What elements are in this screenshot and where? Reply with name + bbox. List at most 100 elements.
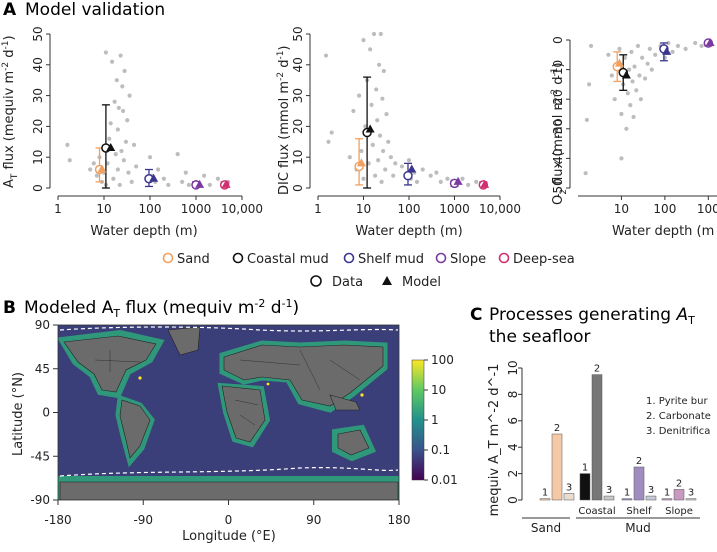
a2-grey-point bbox=[361, 176, 366, 181]
a1-grey-point bbox=[107, 136, 112, 141]
c-bar bbox=[633, 466, 645, 501]
a3-ytick-label: -10 bbox=[551, 60, 565, 80]
legend-label: Shelf mud bbox=[358, 252, 424, 267]
a1-grey-point bbox=[175, 152, 180, 157]
b-title-exp2: -1 bbox=[282, 297, 293, 310]
legend-marker bbox=[498, 252, 510, 264]
a3-ylabel-exp2: -1 bbox=[550, 68, 560, 77]
a1-xtick-label: 1 bbox=[54, 202, 62, 216]
a2-grey-point bbox=[445, 176, 450, 181]
a2-model-marker bbox=[407, 164, 417, 173]
a1-grey-point bbox=[186, 182, 191, 188]
a2-grey-point bbox=[369, 102, 374, 107]
a1-grey-point bbox=[147, 155, 153, 160]
a3-model-marker bbox=[614, 58, 624, 67]
a2-grey-point bbox=[377, 133, 383, 138]
panel-a-dic-plot: DIC flux (mmol m-2 d-1) Water depth (m) … bbox=[276, 26, 521, 239]
a1-ytick-label: 40 bbox=[31, 57, 45, 72]
a1-grey-point bbox=[91, 161, 96, 166]
a2-ylabel-exp2: -1 bbox=[276, 51, 286, 60]
a3-xlabel: Water depth (m bbox=[612, 224, 714, 239]
a1-grey-point bbox=[127, 93, 132, 98]
panel-b-map: -180 -90 0 90 180 90 45 0 -45 -90 100 10 1 0.1 0.01 L… bbox=[11, 318, 458, 544]
a3-grey-point bbox=[625, 91, 630, 96]
a2-grey-point bbox=[381, 68, 386, 74]
a3-model-marker bbox=[705, 37, 715, 46]
panel-a-letter: A bbox=[3, 0, 17, 20]
a3-ytick-label: -20 bbox=[551, 89, 565, 109]
a2-model-marker bbox=[356, 158, 366, 167]
b-xtick-label: -180 bbox=[44, 513, 71, 527]
c-bar-label: 3 bbox=[688, 488, 694, 499]
a1-grey-point bbox=[113, 152, 118, 157]
c-bar-label: 3 bbox=[606, 485, 612, 496]
panel-b-letter: B bbox=[3, 298, 16, 318]
colorbar-tick-label: 0.1 bbox=[431, 443, 450, 457]
a1-ylabel-exp2: -1 bbox=[1, 41, 11, 50]
a3-model-marker bbox=[662, 46, 672, 55]
a3-grey-point bbox=[647, 46, 652, 51]
a3-xtick-label: 10 bbox=[614, 202, 629, 216]
a1-xlabel: Water depth (m) bbox=[90, 224, 197, 239]
a2-grey-point bbox=[384, 111, 389, 117]
c-title-sub: T bbox=[687, 314, 695, 327]
a2-grey-point bbox=[370, 142, 375, 147]
panel-c-title-line1: Processes generating AT bbox=[489, 305, 695, 327]
a3-grey-point bbox=[635, 43, 641, 49]
a1-xtick-label: 10,000 bbox=[221, 202, 263, 216]
a2-grey-point bbox=[326, 139, 331, 144]
a3-grey-point bbox=[699, 43, 704, 49]
a3-ylabel-mid: d bbox=[551, 77, 566, 89]
a3-grey-point bbox=[693, 40, 698, 46]
a3-grey-point bbox=[638, 97, 643, 102]
legend-label: Sand bbox=[177, 252, 210, 267]
a1-ylabel-sub: T bbox=[10, 173, 20, 180]
legend-marker bbox=[435, 252, 447, 264]
a2-ylabel-exp1: -2 bbox=[276, 72, 286, 81]
a2-ytick-label: 30 bbox=[291, 88, 305, 103]
a2-ylabel-rest: DIC flux (mmol m bbox=[277, 81, 292, 195]
c-process-legend: 3. Denitrifica bbox=[646, 426, 710, 437]
a1-ytick-label: 50 bbox=[31, 26, 45, 41]
a1-grey-point bbox=[112, 99, 117, 104]
c-bar-label: 2 bbox=[636, 456, 642, 467]
a3-grey-point bbox=[653, 52, 658, 57]
a2-grey-point bbox=[361, 38, 366, 43]
a1-grey-point bbox=[117, 182, 122, 188]
a1-ylabel-main: A bbox=[2, 179, 17, 188]
colorbar-tick-label: 1 bbox=[431, 413, 439, 427]
a1-model-marker bbox=[106, 142, 116, 151]
c-category-label: Coastal bbox=[578, 506, 615, 517]
a2-grey-point bbox=[380, 96, 385, 101]
a2-ylabel: DIC flux (mmol m-2 d-1) bbox=[276, 45, 292, 195]
a3-ylabel-end: ) bbox=[551, 62, 566, 67]
a1-grey-point bbox=[119, 148, 124, 154]
legend: Sand Coastal mud Shelf mud Slope Deep-sea Dat… bbox=[162, 252, 575, 290]
legend-marker bbox=[162, 252, 174, 264]
c-ytick-label: 4 bbox=[506, 443, 520, 451]
a1-ylabel-exp1: -2 bbox=[1, 62, 11, 71]
c-category-label: Shelf bbox=[626, 506, 652, 517]
a3-grey-point bbox=[583, 171, 588, 176]
a1-grey-point bbox=[111, 176, 116, 181]
a2-xtick-label: 1 bbox=[314, 202, 322, 216]
panel-b-title: Modeled AT flux (mequiv m-2 d-1) bbox=[24, 297, 299, 320]
a2-xtick-label: 100 bbox=[398, 202, 421, 216]
a2-grey-point bbox=[388, 155, 393, 160]
panel-a-oxygen-plot: O2 flux (mmol m-2 d-1) Water depth (m -5… bbox=[550, 36, 717, 239]
a2-ylabel-mid: d bbox=[277, 60, 292, 72]
b-ytick-label: 45 bbox=[35, 362, 50, 376]
a1-grey-point bbox=[105, 161, 110, 166]
c-ytick-label: 8 bbox=[506, 391, 520, 399]
a2-grey-point bbox=[376, 158, 381, 163]
a1-grey-point bbox=[88, 167, 93, 172]
panel-c-title-line2: the seafloor bbox=[489, 327, 591, 347]
a2-model-marker bbox=[453, 176, 463, 185]
b-ytick-label: 90 bbox=[35, 318, 50, 332]
legend-model-marker bbox=[382, 276, 392, 285]
c-bar bbox=[551, 433, 563, 501]
a2-grey-point bbox=[329, 130, 334, 135]
a1-xtick-label: 10 bbox=[96, 202, 111, 216]
a2-grey-point bbox=[378, 31, 383, 37]
a3-ylabel-exp1: -2 bbox=[550, 89, 560, 98]
